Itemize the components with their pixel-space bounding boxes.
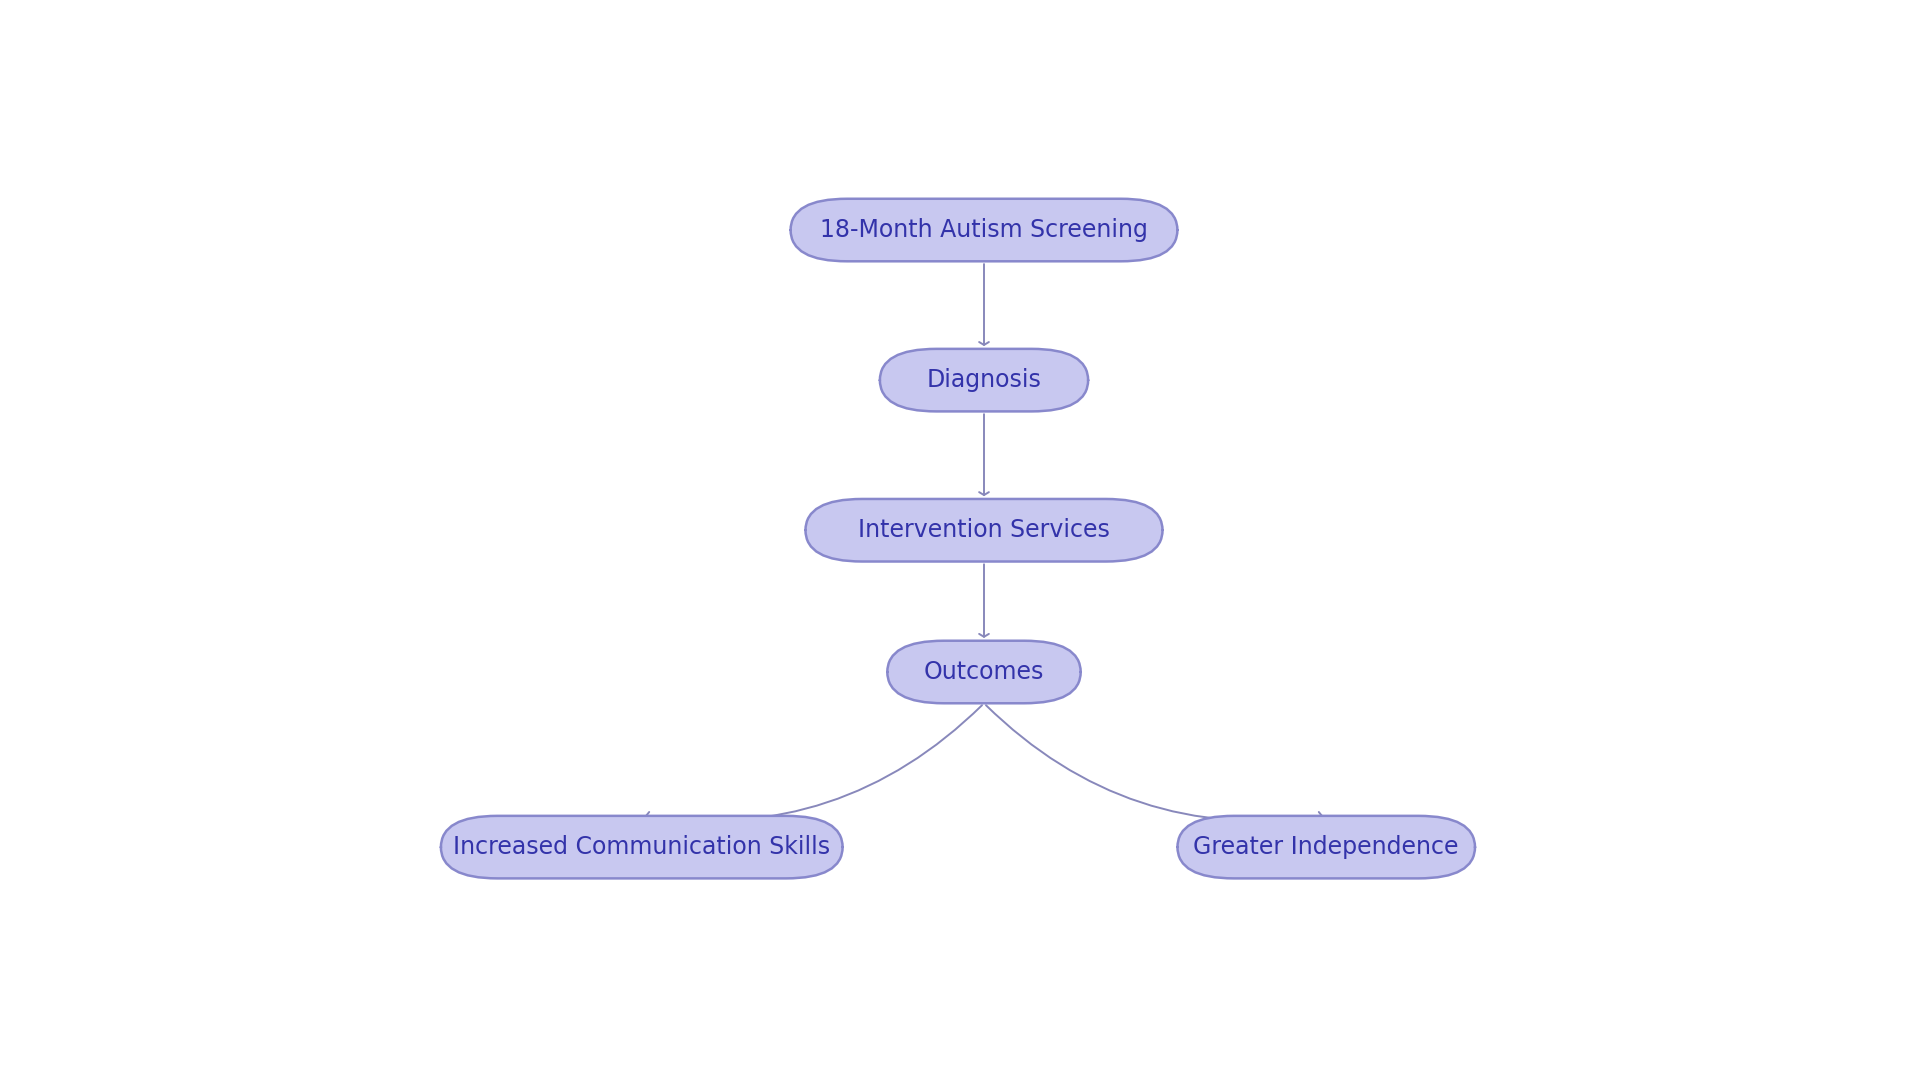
- FancyBboxPatch shape: [1177, 815, 1475, 878]
- Text: Greater Independence: Greater Independence: [1194, 835, 1459, 859]
- FancyBboxPatch shape: [806, 499, 1162, 561]
- Text: Increased Communication Skills: Increased Communication Skills: [453, 835, 829, 859]
- Text: Diagnosis: Diagnosis: [927, 368, 1041, 392]
- Text: 18-Month Autism Screening: 18-Month Autism Screening: [820, 218, 1148, 242]
- FancyBboxPatch shape: [791, 199, 1177, 261]
- FancyBboxPatch shape: [887, 641, 1081, 703]
- FancyBboxPatch shape: [879, 349, 1089, 412]
- FancyBboxPatch shape: [442, 815, 843, 878]
- Text: Outcomes: Outcomes: [924, 660, 1044, 684]
- Text: Intervention Services: Intervention Services: [858, 519, 1110, 543]
